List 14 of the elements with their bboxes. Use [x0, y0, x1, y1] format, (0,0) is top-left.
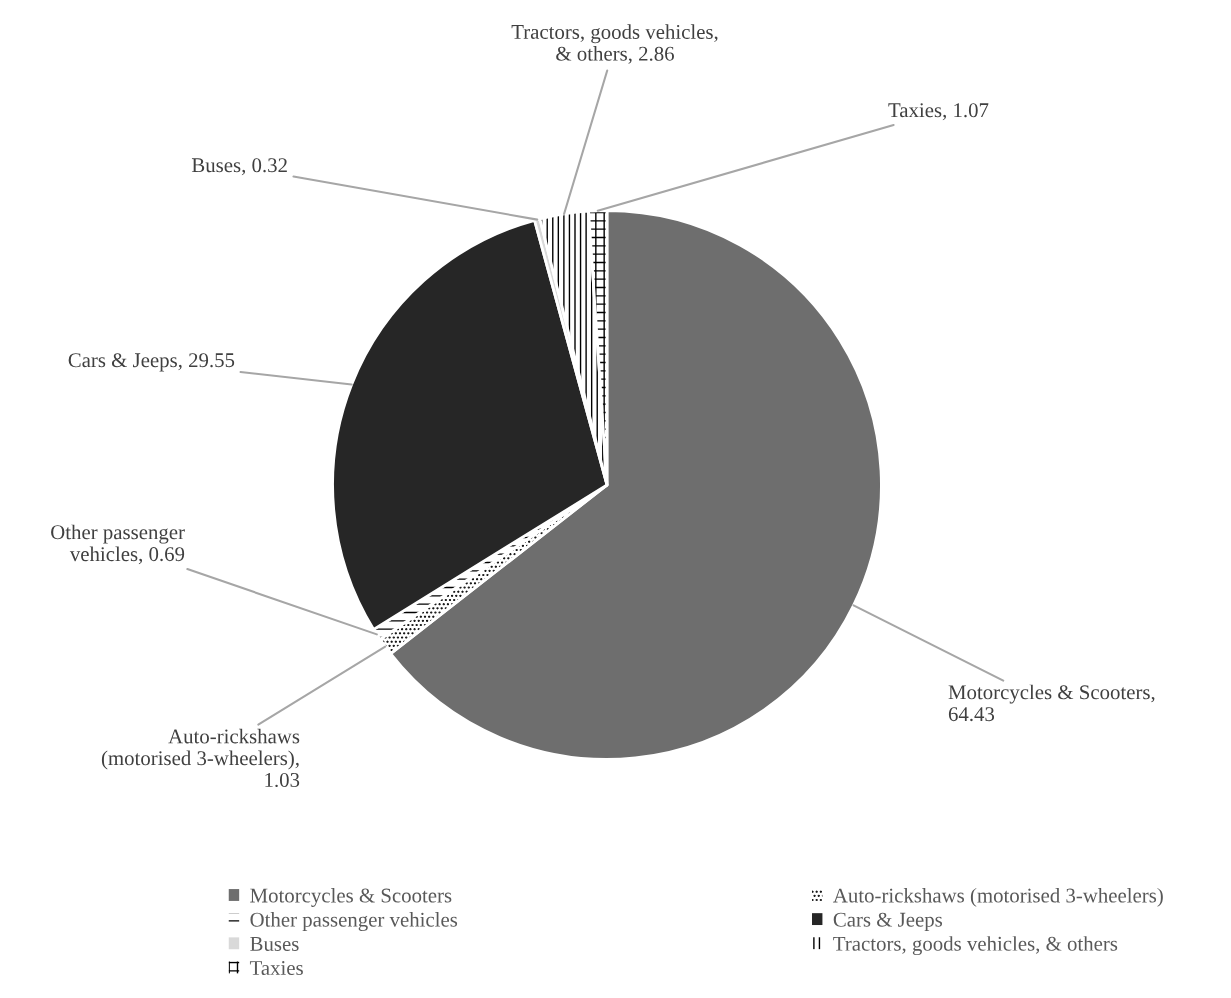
legend-label: Taxies — [249, 961, 303, 976]
legend-label: Cars & Jeeps — [833, 912, 943, 931]
legend-label: Tractors, goods vehicles, & others — [833, 936, 1118, 956]
data-label: Cars & Jeeps, 29.55 — [68, 353, 235, 372]
legend-label: Buses — [250, 937, 299, 951]
data-label: Motorcycles & Scooters, 64.43 — [948, 684, 1155, 722]
legend-label: Motorcycles & Scooters — [250, 887, 452, 907]
data-label: Auto-rickshaws (motorised 3-wheelers), 1.03 — [101, 728, 300, 788]
data-label: Taxies, 1.07 — [888, 103, 989, 121]
legend-label: Other passenger vehicles — [250, 912, 458, 932]
data-label: Tractors, goods vehicles, & others, 2.86 — [511, 24, 718, 64]
data-label: Buses, 0.32 — [191, 158, 287, 176]
data-label: Other passenger vehicles, 0.69 — [51, 524, 185, 565]
legend-label: Auto-rickshaws (motorised 3-wheelers) — [833, 887, 1163, 907]
